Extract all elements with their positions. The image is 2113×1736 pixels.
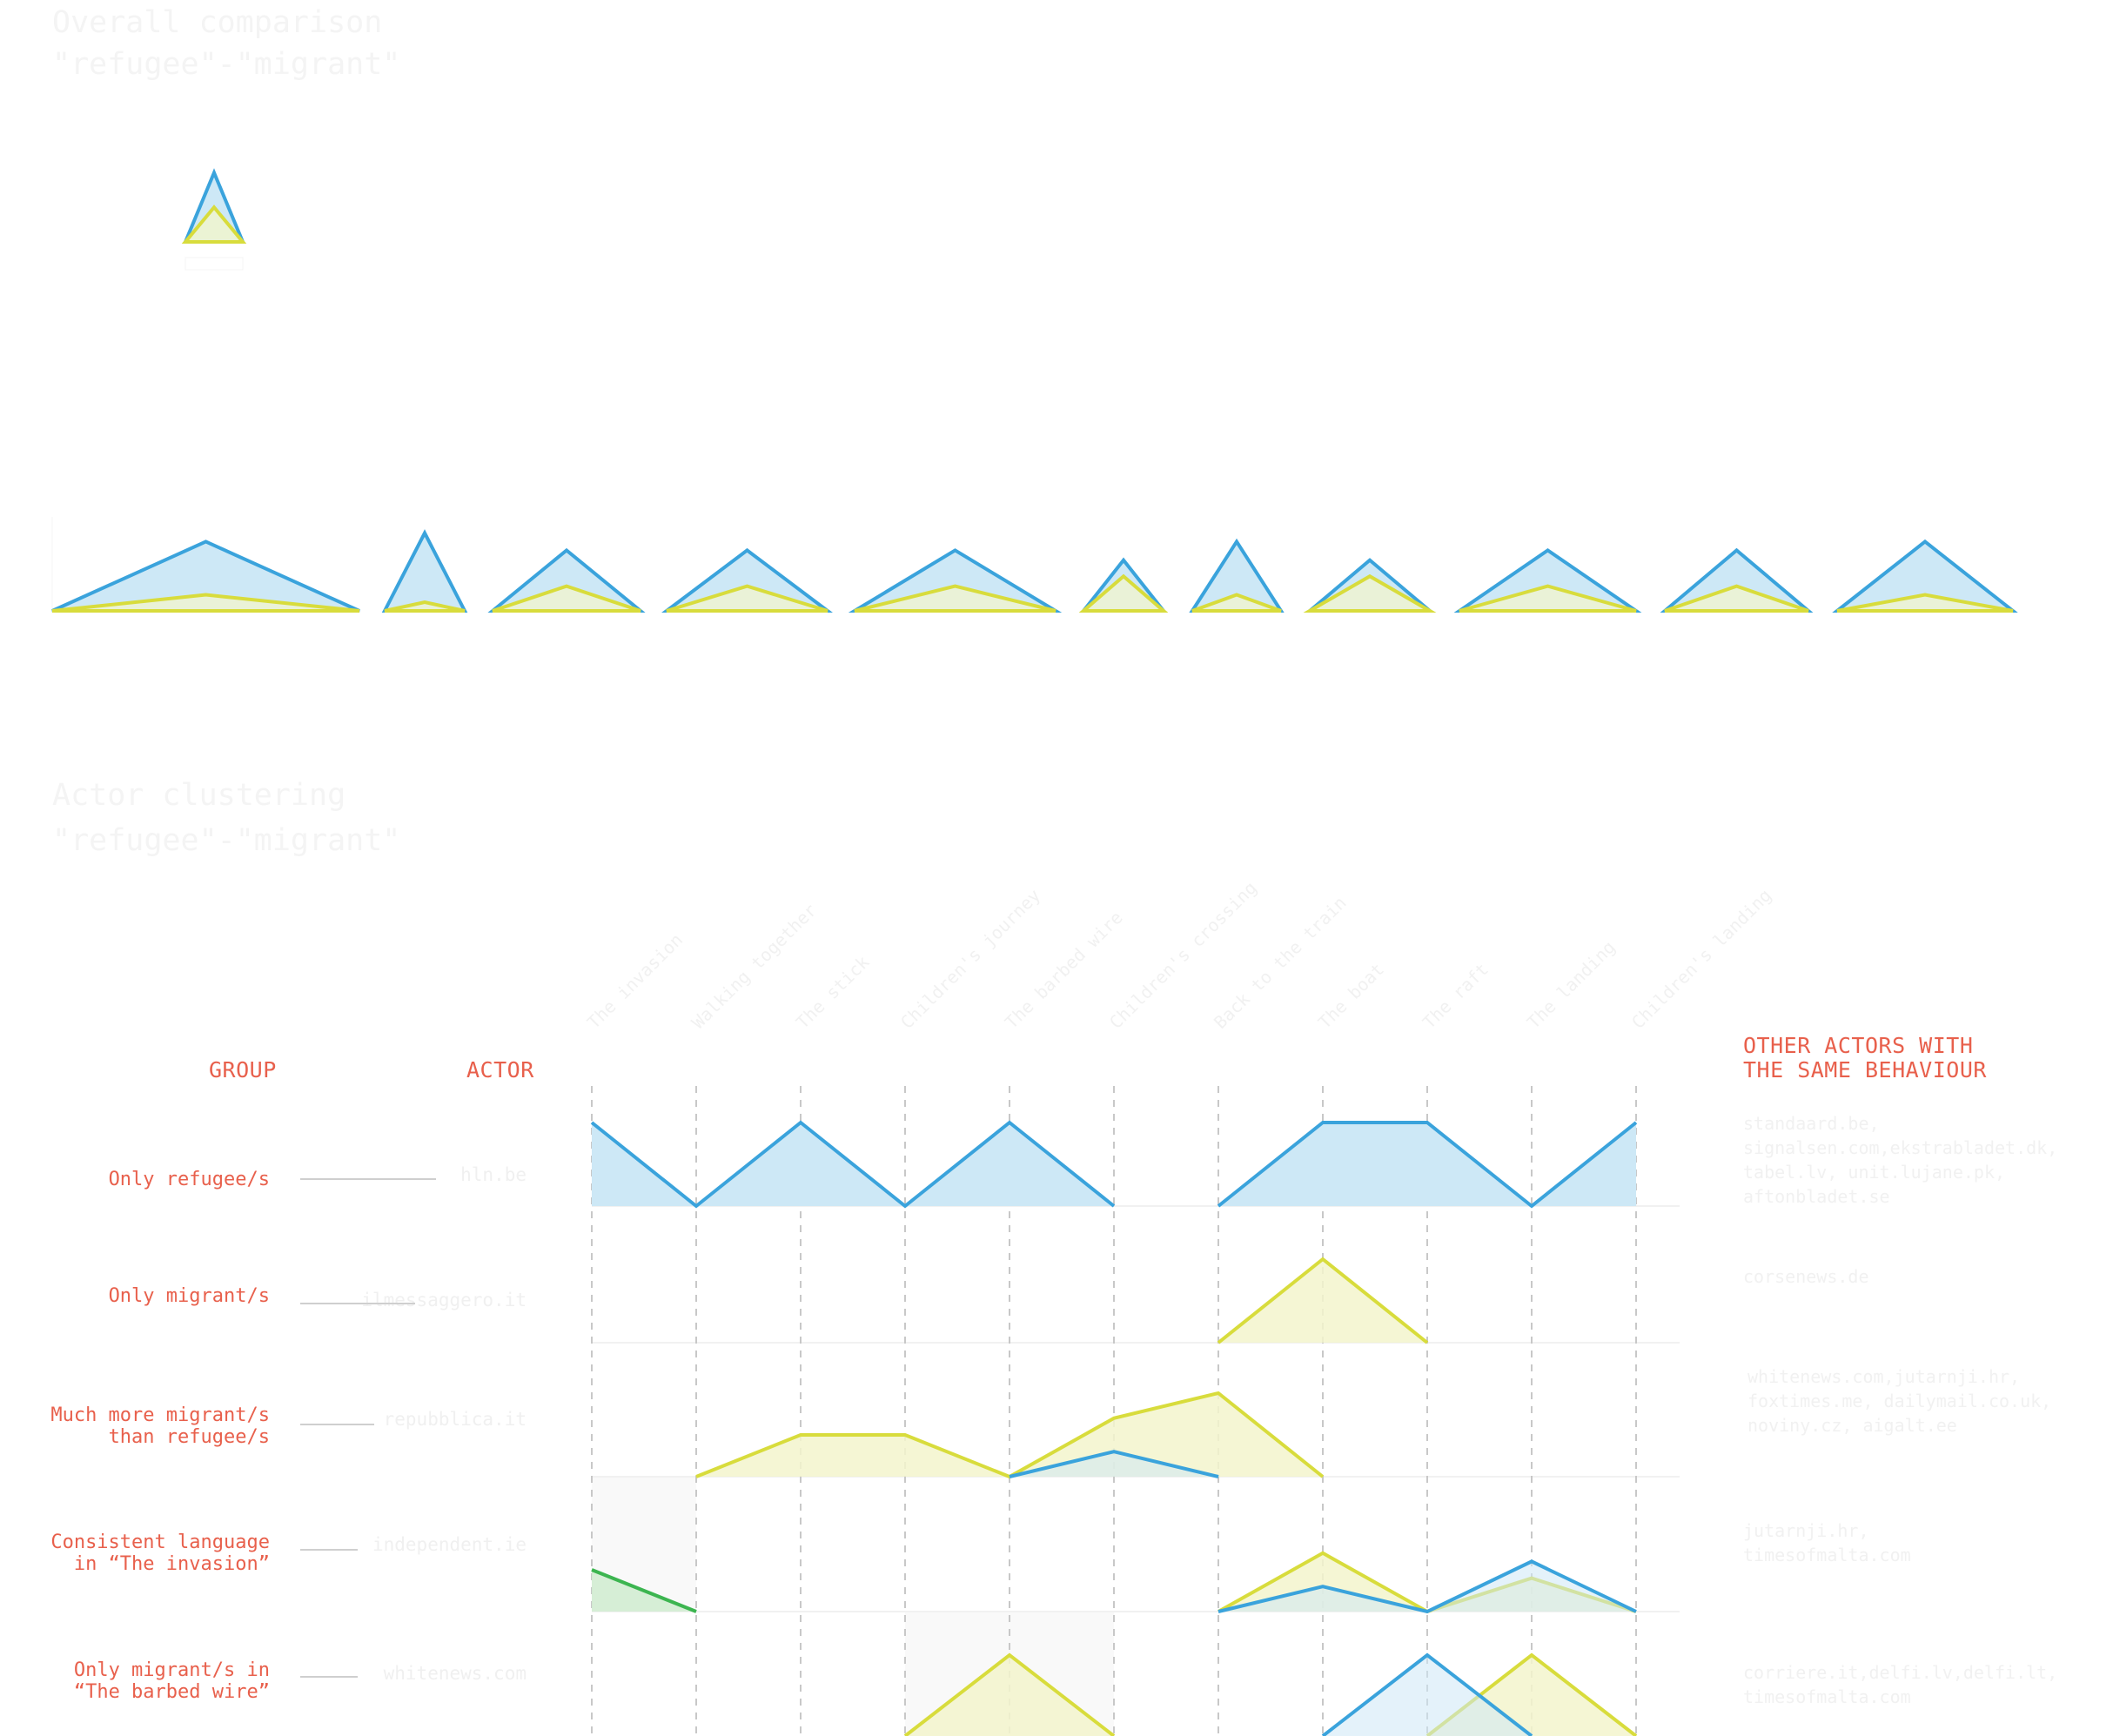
refugee-area [1218,1561,1636,1612]
actor-label: hln.be [460,1164,527,1185]
actor-label: whitenews.com [383,1663,527,1684]
group-header: GROUP [209,1057,277,1082]
other-actors-list: jutarnji.hr, timesofmalta.com [1743,1520,1911,1565]
migrant-triangle [854,584,1056,613]
migrant-area [905,1655,1114,1736]
legend-box [184,257,244,271]
migrant-triangle [1191,593,1282,613]
migrant-triangle [666,584,828,613]
group-label-only-migrant: Only migrant/s [108,1285,270,1307]
migrant-area [1218,1259,1427,1343]
overall-subtitle: "refugee"-"migrant" [52,47,401,82]
migrant-triangle [1078,573,1169,613]
actor-label: repubblica.it [383,1409,527,1430]
clustering-subtitle: "refugee"-"migrant" [52,823,401,858]
other-actors-list: corsenews.de [1743,1266,1869,1287]
migrant-line [903,1652,1116,1736]
migrant-area [696,1393,1323,1477]
refugee-line [1217,1559,1637,1614]
overall-comparison-chart [51,168,2018,613]
refugee-line [1217,1121,1638,1209]
group-label-much-more-migrant: Much more migrant/s than refugee/s [50,1404,270,1448]
migrant-triangle [384,600,466,613]
other-actors-header-line2: THE SAME BEHAVIOUR [1743,1057,1987,1082]
actor-header: ACTOR [466,1057,534,1082]
refugee-area [1218,1123,1636,1206]
refugee-line [1321,1652,1533,1736]
group-label-barbed-wire: Only migrant/s in “The barbed wire” [73,1659,270,1703]
other-actors-header-line1: OTHER ACTORS WITH [1743,1033,1974,1058]
migrant-triangle [1664,584,1809,613]
refugee-area [1010,1451,1218,1477]
refugee-area [1323,1655,1532,1736]
legend-migrant-triangle [181,204,247,244]
overall-title: Overall comparison [52,5,383,40]
migrant-triangle [1836,593,2014,613]
clustering-title: Actor clustering [52,778,346,813]
migrant-line [1217,1257,1429,1344]
migrant-triangle [51,593,360,613]
refugee-line [1009,1450,1219,1478]
migrant-triangle [492,584,641,613]
actor-label: ilmessaggero.it [361,1290,527,1310]
migrant-triangle [1459,584,1637,613]
group-label-only-refugee: Only refugee/s [108,1169,270,1190]
other-actors-list: standaard.be, signalsen.com,ekstrabladet… [1743,1113,2058,1207]
consistent-line [591,1568,697,1613]
actor-label: independent.ie [372,1534,527,1555]
migrant-triangle [1303,573,1437,613]
group-label-consistent-invasion: Consistent language in “The invasion” [50,1532,270,1575]
other-actors-list: corriere.it,delfi.lv,delfi.lt, timesofma… [1743,1662,2058,1707]
refugee-line [590,1120,1116,1209]
other-actors-list: whitenews.com,jutarnji.hr, foxtimes.me, … [1747,1366,2052,1436]
